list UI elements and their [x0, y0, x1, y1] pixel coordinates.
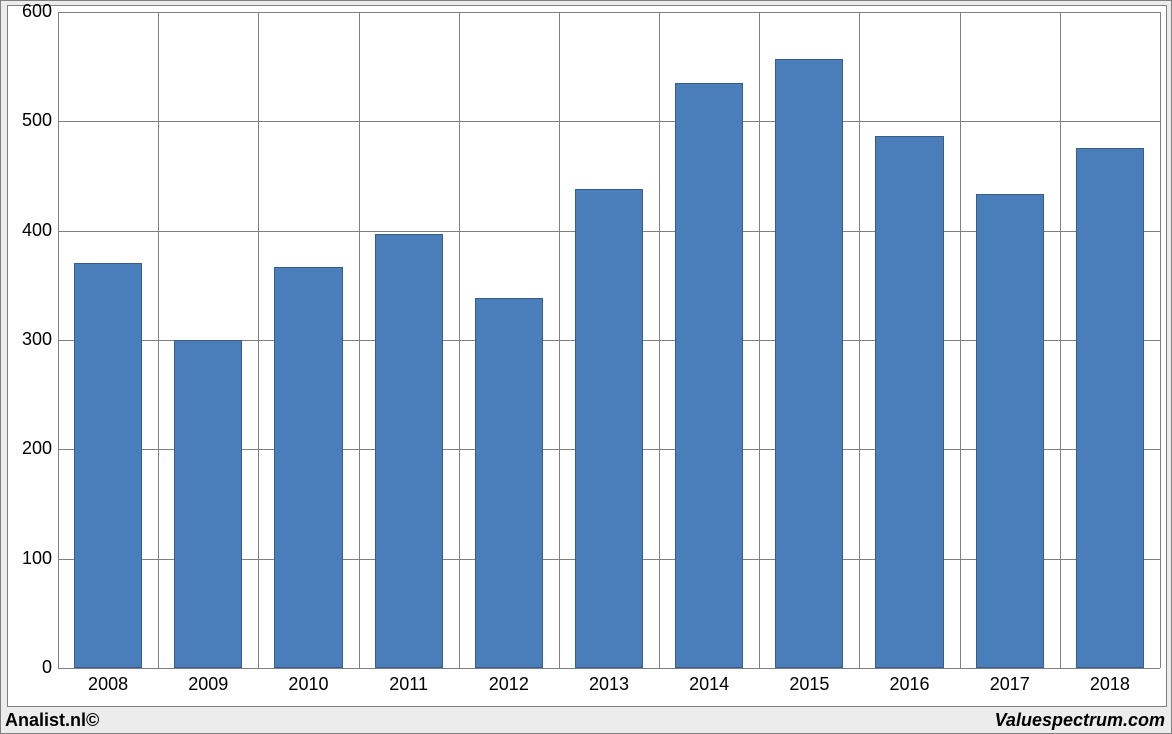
bar [1076, 148, 1144, 668]
bar [675, 83, 743, 668]
gridline-v [459, 12, 460, 668]
footer-left-attribution: Analist.nl© [5, 710, 99, 731]
x-tick-label: 2008 [88, 674, 128, 695]
bar [274, 267, 342, 668]
y-tick-label: 300 [12, 329, 52, 350]
x-tick-label: 2013 [589, 674, 629, 695]
x-tick-label: 2015 [789, 674, 829, 695]
gridline-v [1160, 12, 1161, 668]
gridline-v [759, 12, 760, 668]
bar [575, 189, 643, 668]
x-tick-label: 2010 [288, 674, 328, 695]
gridline-v [859, 12, 860, 668]
x-tick-label: 2009 [188, 674, 228, 695]
x-tick-label: 2017 [990, 674, 1030, 695]
bar [976, 194, 1044, 669]
x-tick-label: 2016 [890, 674, 930, 695]
x-tick-label: 2012 [489, 674, 529, 695]
x-tick-label: 2014 [689, 674, 729, 695]
bar [875, 136, 943, 668]
bar [375, 234, 443, 668]
gridline-v [258, 12, 259, 668]
bar [775, 59, 843, 668]
x-tick-label: 2018 [1090, 674, 1130, 695]
gridline-h [58, 12, 1160, 13]
bar [174, 340, 242, 668]
gridline-v [359, 12, 360, 668]
gridline-v [58, 12, 59, 668]
plot-area [58, 12, 1160, 668]
chart-panel: 0100200300400500600200820092010201120122… [7, 5, 1167, 707]
gridline-v [559, 12, 560, 668]
chart-frame: 0 100 200 300 400 500 600 2008 2009 2010 2011 2012 2… [0, 0, 1172, 734]
gridline-v [1060, 12, 1061, 668]
gridline-h [58, 668, 1160, 669]
gridline-v [960, 12, 961, 668]
y-tick-label: 200 [12, 438, 52, 459]
bar [74, 263, 142, 668]
gridline-h [58, 121, 1160, 122]
x-tick-label: 2011 [389, 674, 428, 695]
y-tick-label: 400 [12, 220, 52, 241]
y-tick-label: 500 [12, 110, 52, 131]
y-tick-label: 0 [12, 657, 52, 678]
gridline-v [659, 12, 660, 668]
gridline-v [158, 12, 159, 668]
y-tick-label: 100 [12, 548, 52, 569]
y-tick-label: 600 [12, 1, 52, 22]
bar [475, 298, 543, 668]
footer-right-attribution: Valuespectrum.com [995, 710, 1165, 731]
